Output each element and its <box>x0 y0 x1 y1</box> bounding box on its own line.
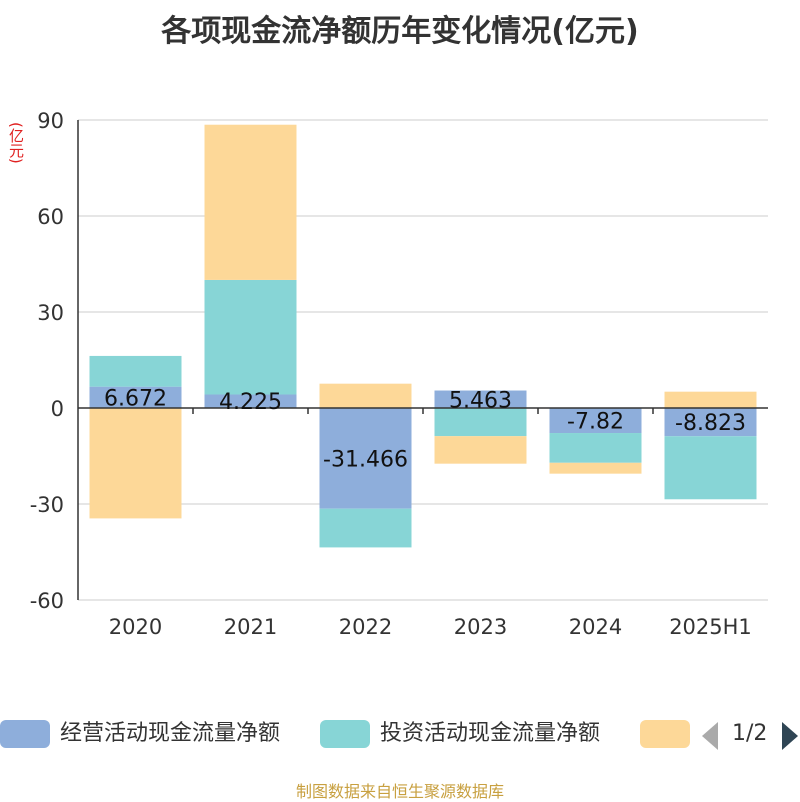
x-tick-label: 2021 <box>224 615 277 639</box>
bar-s2-2023 <box>434 436 527 464</box>
bar-s1-2020 <box>89 355 182 387</box>
y-tick-label: -30 <box>30 493 64 517</box>
bar-s1-2024 <box>549 433 642 463</box>
legend: 经营活动现金流量净额 投资活动现金流量净额 1/2 <box>0 712 800 756</box>
x-tick-label: 2025H1 <box>669 615 752 639</box>
bar-s2-2020 <box>89 408 182 519</box>
bar-s2-2025H1 <box>664 391 757 408</box>
x-tick-label: 2022 <box>339 615 392 639</box>
legend-page-indicator: 1/2 <box>732 721 768 746</box>
bar-s1-2022 <box>319 508 412 548</box>
stacked-bar-chart: -60 -30 0 30 60 90 6.672 4.225 -31.466 5.463 -7.82… <box>30 109 768 639</box>
bar-s2-2024 <box>549 462 642 474</box>
data-label: -7.82 <box>567 410 624 435</box>
data-label: 5.463 <box>449 388 512 413</box>
bar-s1-2023 <box>434 408 527 437</box>
data-label: 6.672 <box>104 386 167 411</box>
legend-label-investing: 投资活动现金流量净额 <box>380 721 601 746</box>
y-tick-label: 90 <box>37 109 64 133</box>
data-label: -31.466 <box>323 447 408 472</box>
data-source-note: 制图数据来自恒生聚源数据库 <box>295 782 504 801</box>
y-tick-label: -60 <box>30 589 64 613</box>
legend-pager: 1/2 <box>698 720 800 750</box>
y-axis-unit: (亿元) <box>7 122 25 164</box>
bar-s0-2024 <box>549 408 642 434</box>
y-tick-label: 60 <box>37 205 64 229</box>
legend-label-operating: 经营活动现金流量净额 <box>60 721 281 746</box>
y-tick-label: 0 <box>51 397 64 421</box>
bar-s2-2021 <box>204 124 297 280</box>
bar-s0-2022 <box>319 408 412 509</box>
legend-next-page-icon[interactable] <box>782 722 798 750</box>
data-label: 4.225 <box>219 390 282 415</box>
x-tick-label: 2024 <box>569 615 622 639</box>
bar-s0-2023 <box>434 390 527 408</box>
bar-s0-2025H1 <box>664 408 757 437</box>
bar-s1-2025H1 <box>664 436 757 500</box>
legend-swatch-operating <box>0 720 50 748</box>
bar-s0-2020 <box>89 386 182 408</box>
legend-swatch-investing <box>320 720 370 748</box>
data-label: -8.823 <box>675 411 746 436</box>
bar-s0-2021 <box>204 394 297 408</box>
bar-s2-2022 <box>319 383 412 408</box>
x-tick-label: 2023 <box>454 615 507 639</box>
legend-prev-page-icon[interactable] <box>702 722 718 750</box>
chart-title: 各项现金流净额历年变化情况(亿元) <box>161 14 639 49</box>
bar-s1-2021 <box>204 279 297 395</box>
legend-swatch-financing <box>640 720 690 748</box>
x-tick-label: 2020 <box>109 615 162 639</box>
y-tick-label: 30 <box>37 301 64 325</box>
